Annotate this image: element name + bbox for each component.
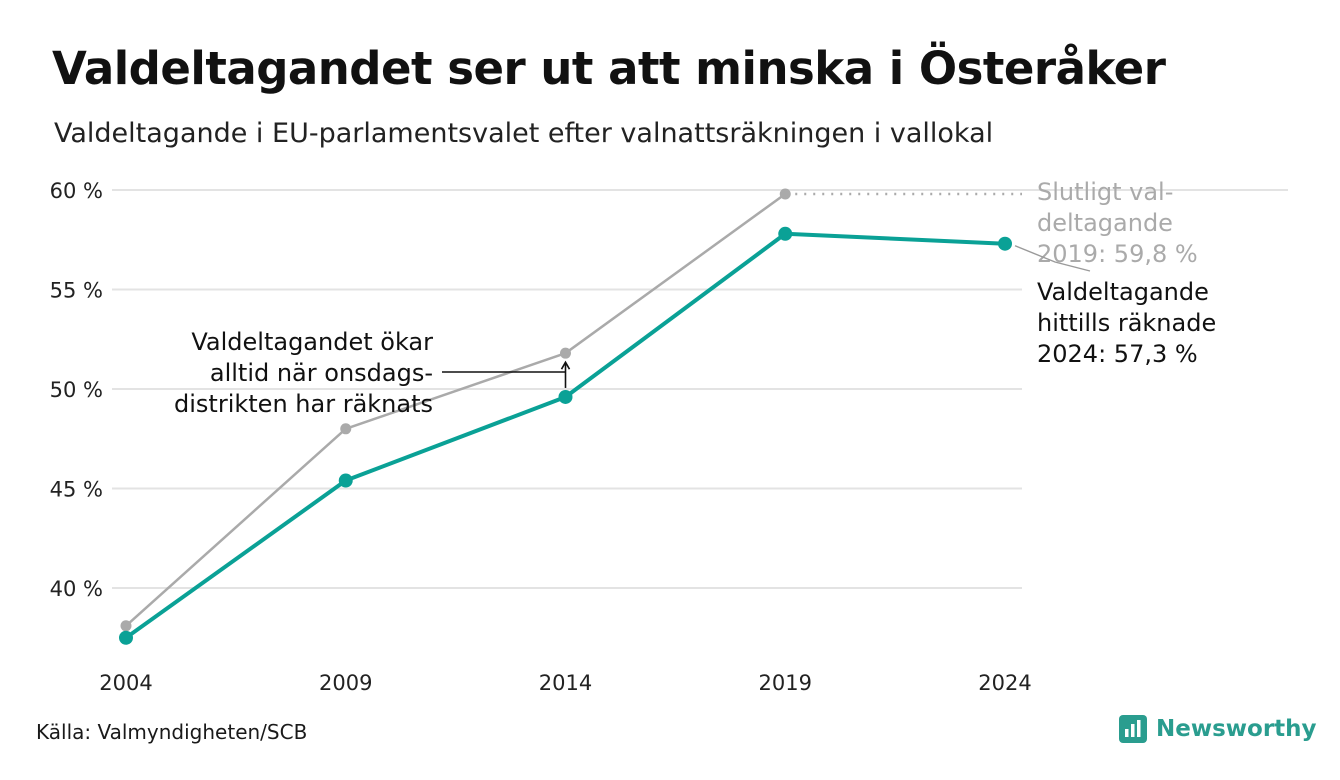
annotations: Valdeltagandet ökar alltid när onsdags-di… [174, 178, 1216, 418]
annotation-increase-line: distrikten har räknats [174, 390, 433, 418]
source-note: Källa: Valmyndigheten/SCB [36, 720, 308, 744]
data-point-counted [558, 389, 573, 404]
y-tick-label: 55 % [50, 279, 103, 303]
x-tick-label: 2009 [319, 671, 372, 695]
series-layer [119, 188, 1012, 645]
annotation-final-2019-line: Slutligt val- [1037, 178, 1173, 206]
series-line-final [125, 192, 786, 627]
x-tick-label: 2014 [539, 671, 592, 695]
annotation-increase-line: Valdeltagandet ökar [191, 328, 433, 356]
chart-subtitle: Valdeltagande i EU-parlamentsvalet efter… [54, 118, 994, 149]
x-tick-label: 2019 [759, 671, 812, 695]
data-point-counted [338, 473, 353, 488]
series-line-counted [124, 231, 1006, 640]
y-tick-label: 50 % [50, 378, 103, 402]
annotation-counted-2024-line: hittills räknade [1037, 309, 1216, 337]
data-point-final [779, 188, 791, 200]
x-tick-label: 2004 [99, 671, 152, 695]
y-tick-label: 40 % [50, 577, 103, 601]
data-point-final [120, 620, 132, 632]
annotation-counted-2024-line: Valdeltagande [1037, 278, 1209, 306]
annotation-increase-arrow [560, 360, 571, 370]
x-tick-label: 2024 [978, 671, 1031, 695]
y-tick-label: 45 % [50, 478, 103, 502]
data-point-counted [778, 226, 793, 241]
data-point-counted [998, 236, 1012, 251]
data-point-counted [119, 630, 133, 645]
annotation-counted-2024-line: 2024: 57,3 % [1037, 340, 1198, 368]
annotation-final-2019-line: deltagande [1037, 209, 1173, 237]
brand-name: Newsworthy [1156, 716, 1317, 742]
y-axis-ticks: 40 % 45 % 50 % 55 % 60 % [50, 179, 103, 601]
bar-chart-logo-icon [1119, 715, 1147, 743]
grid-lines [112, 189, 1288, 589]
data-point-final [560, 347, 571, 359]
annotation-increase-line: alltid när onsdags- [210, 359, 433, 387]
data-point-final [340, 423, 352, 435]
brand-logo: Newsworthy [1118, 714, 1317, 744]
y-tick-label: 60 % [50, 179, 103, 203]
x-axis-ticks: 2004 2009 2014 2019 2024 [99, 671, 1031, 695]
annotation-final-2019-line: 2019: 59,8 % [1037, 240, 1198, 268]
chart-title: Valdeltagandet ser ut att minska i Öster… [52, 42, 1166, 95]
annotation-counted-2024-leader [1014, 245, 1091, 272]
